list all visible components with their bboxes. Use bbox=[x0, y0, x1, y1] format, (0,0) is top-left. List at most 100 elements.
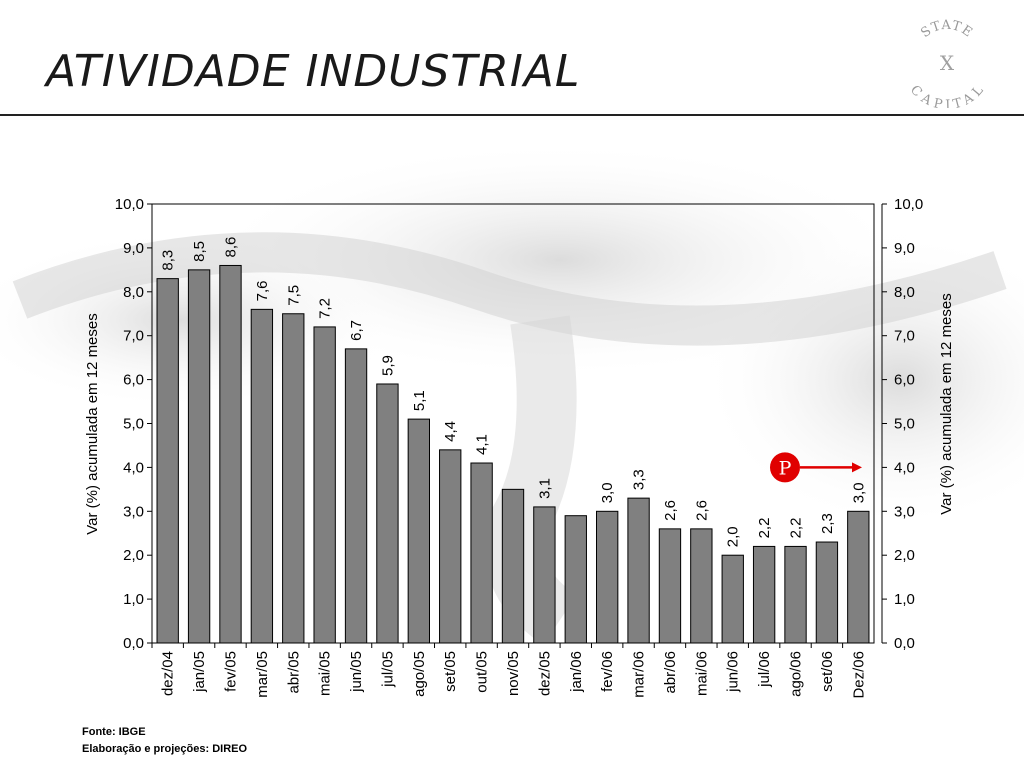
bar bbox=[784, 545, 807, 644]
x-tick-label: abr/06 bbox=[662, 651, 679, 694]
y2-tick-label: 3,0 bbox=[894, 503, 915, 520]
data-label: 4,4 bbox=[442, 421, 459, 442]
x-tick-label: mai/05 bbox=[317, 651, 334, 696]
y2-tick-label: 1,0 bbox=[894, 591, 915, 608]
bar bbox=[627, 497, 650, 644]
bar bbox=[690, 528, 713, 644]
bar bbox=[187, 269, 211, 644]
projection-marker-label: P bbox=[779, 457, 792, 479]
bar bbox=[533, 506, 556, 644]
bar bbox=[470, 462, 493, 644]
x-tick-label: ago/06 bbox=[788, 651, 805, 697]
projection-arrow-head bbox=[852, 462, 862, 473]
x-tick-label: set/06 bbox=[819, 651, 836, 692]
data-label: 8,3 bbox=[160, 250, 177, 271]
x-tick-label: jul/05 bbox=[379, 651, 396, 688]
bar bbox=[344, 348, 368, 644]
x-tick-label: jul/06 bbox=[756, 651, 773, 688]
bar bbox=[501, 488, 525, 644]
y-tick-label: 9,0 bbox=[123, 240, 144, 257]
data-label: 7,2 bbox=[317, 298, 334, 319]
data-label: 6,7 bbox=[348, 320, 365, 341]
y2-tick-label: 6,0 bbox=[894, 372, 915, 389]
data-label: 8,6 bbox=[222, 237, 239, 258]
data-label: 7,5 bbox=[285, 285, 302, 306]
y-tick-label: 5,0 bbox=[123, 416, 144, 433]
x-tick-label: jun/05 bbox=[348, 651, 365, 693]
x-tick-label: jan/05 bbox=[191, 651, 208, 693]
x-tick-label: out/05 bbox=[474, 651, 491, 693]
x-tick-label: dez/04 bbox=[160, 651, 177, 696]
x-tick-label: Dez/06 bbox=[850, 651, 867, 699]
data-label: 7,6 bbox=[254, 281, 271, 302]
data-label: 3,1 bbox=[536, 478, 553, 499]
projection-marker-circle bbox=[770, 452, 800, 483]
elaboration-note: Elaboração e projeções: DIREO bbox=[82, 743, 248, 755]
svg-text:X: X bbox=[940, 51, 955, 75]
bar bbox=[156, 278, 179, 644]
state-capital-logo: STATE CAPITAL X bbox=[906, 18, 988, 108]
data-label: 2,0 bbox=[725, 526, 742, 547]
bar bbox=[815, 541, 839, 644]
bar bbox=[219, 264, 242, 644]
page-title: ATIVIDADE INDUSTRIAL bbox=[46, 46, 581, 97]
data-label: 2,6 bbox=[693, 500, 710, 521]
x-tick-label: ago/05 bbox=[411, 651, 428, 697]
y-tick-label: 0,0 bbox=[123, 635, 144, 652]
data-label: 2,2 bbox=[788, 518, 805, 539]
title-divider bbox=[0, 114, 1024, 116]
bar bbox=[847, 510, 870, 644]
bar bbox=[658, 528, 682, 644]
y-tick-label: 4,0 bbox=[123, 459, 144, 476]
bar bbox=[439, 449, 462, 644]
y-tick-label: 7,0 bbox=[123, 328, 144, 345]
bar bbox=[564, 515, 587, 644]
data-label: 5,9 bbox=[379, 355, 396, 376]
bar bbox=[407, 418, 430, 644]
x-tick-label: jun/06 bbox=[725, 651, 742, 693]
y2-tick-label: 0,0 bbox=[894, 635, 915, 652]
y-tick-label: 2,0 bbox=[123, 547, 144, 564]
y2-tick-label: 7,0 bbox=[894, 328, 915, 345]
data-label: 3,0 bbox=[850, 482, 867, 503]
bar bbox=[596, 510, 619, 644]
y2-tick-label: 5,0 bbox=[894, 416, 915, 433]
bar bbox=[376, 383, 399, 644]
y-tick-label: 3,0 bbox=[123, 503, 144, 520]
y-tick-label: 1,0 bbox=[123, 591, 144, 608]
y-tick-label: 8,0 bbox=[123, 284, 144, 301]
y2-tick-label: 8,0 bbox=[894, 284, 915, 301]
x-tick-label: abr/05 bbox=[285, 651, 302, 694]
svg-text:STATE: STATE bbox=[918, 18, 975, 41]
x-tick-label: fev/06 bbox=[599, 651, 616, 692]
bar bbox=[250, 308, 274, 644]
y2-tick-label: 4,0 bbox=[894, 459, 915, 476]
y-tick-label: 10,0 bbox=[115, 196, 144, 213]
x-tick-label: mar/05 bbox=[254, 651, 271, 698]
data-label: 3,0 bbox=[599, 482, 616, 503]
bar bbox=[721, 554, 744, 644]
data-label: 2,2 bbox=[756, 518, 773, 539]
source-note: Fonte: IBGE bbox=[82, 726, 146, 738]
y-axis-title: Var (%) acumulada em 12 meses bbox=[84, 313, 101, 534]
data-label: 4,1 bbox=[474, 434, 491, 455]
y2-tick-label: 9,0 bbox=[894, 240, 915, 257]
y-tick-label: 6,0 bbox=[123, 372, 144, 389]
bar bbox=[752, 545, 776, 644]
data-label: 2,6 bbox=[662, 500, 679, 521]
data-label: 5,1 bbox=[411, 390, 428, 411]
x-tick-label: mar/06 bbox=[631, 651, 648, 698]
x-tick-label: fev/05 bbox=[222, 651, 239, 692]
data-label: 2,3 bbox=[819, 513, 836, 534]
x-tick-label: jan/06 bbox=[568, 651, 585, 693]
y2-tick-label: 10,0 bbox=[894, 196, 923, 213]
data-label: 8,5 bbox=[191, 241, 208, 262]
x-tick-label: nov/05 bbox=[505, 651, 522, 696]
x-tick-label: set/05 bbox=[442, 651, 459, 692]
bar bbox=[282, 313, 305, 644]
data-label: 3,3 bbox=[631, 469, 648, 490]
x-tick-label: mai/06 bbox=[693, 651, 710, 696]
bar bbox=[313, 326, 336, 644]
x-tick-label: dez/05 bbox=[536, 651, 553, 696]
